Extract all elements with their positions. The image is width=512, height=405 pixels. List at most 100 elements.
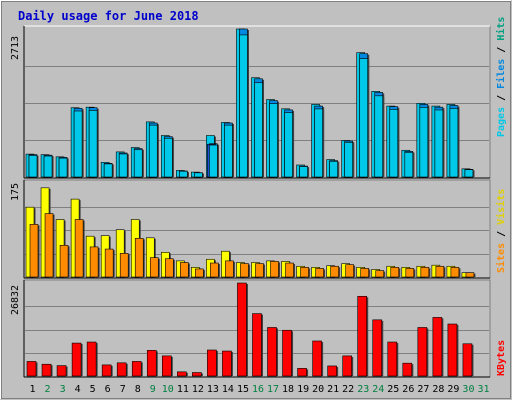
files-bar-face [330,161,338,177]
sites-bar [45,214,53,277]
files-bar-face [239,35,247,177]
files-bar-face [420,107,428,177]
files-bar-face [194,173,202,177]
kbytes-bar [403,363,412,376]
day-label: 27 [417,384,429,395]
sites-bar [90,247,98,277]
kbytes-bar [42,364,51,376]
kbytes-bar [388,342,397,376]
day-label: 4 [75,384,81,395]
kbytes-bar [237,283,246,376]
sites-bar [165,259,173,277]
sites-bar [75,220,83,277]
kbytes-bar [313,341,322,376]
files-bar-face [224,125,232,177]
kbytes-bar [87,342,96,376]
kbytes-bar [72,343,81,376]
files-bar-face [89,110,97,177]
files-bar-face [300,167,308,177]
files-bar-face [134,150,142,177]
files-bar-face [270,104,278,177]
kbytes-bar [207,350,216,376]
kbytes-bar [57,366,66,376]
sites-bar [255,264,263,277]
files-bar-face [360,59,368,177]
sites-bar [210,263,218,277]
sites-bar [225,261,233,277]
day-label: 22 [342,384,354,395]
legend-kbytes: KBytes [496,340,507,376]
sites-bar [361,268,369,277]
day-label: 5 [90,384,96,395]
files-bar-face [119,154,127,177]
files-bar-face [435,110,443,177]
legend-hits: Hits [495,17,507,41]
files-bar-face [390,109,398,177]
day-label: 28 [432,384,444,395]
day-label: 11 [177,384,189,395]
sites-bar [150,258,158,277]
files-bar-face [345,142,353,177]
top-legend: Pages / Files / Hits [495,17,507,137]
chart-title: Daily usage for June 2018 [18,9,199,23]
files-bar-face [74,111,82,177]
kbytes-bar [177,372,186,376]
kbytes-bar [448,324,457,376]
kbytes-bar [132,361,141,376]
sites-bar [240,264,248,277]
files-bar-face [29,156,37,177]
sites-bar [376,271,384,277]
kbytes-bar [147,350,156,376]
top-panel-ymax-label: 2713 [10,36,21,60]
sites-bar [451,267,459,277]
day-label: 1 [30,384,36,395]
sites-bar [346,265,354,277]
sites-bar [180,262,188,277]
sites-bar [391,267,399,277]
day-label: 17 [267,384,279,395]
kbytes-bar [102,365,111,376]
day-label: 10 [162,384,174,395]
kbytes-bar [358,296,367,376]
kbytes-bar [192,373,201,376]
files-bar-face [104,164,112,177]
day-label: 6 [105,384,111,395]
kbytes-bar [117,363,126,376]
sites-bar [135,238,143,277]
kbytes-bar [268,327,277,376]
kbytes-bar [328,366,337,376]
day-label: 23 [357,384,369,395]
files-bar-face [405,152,413,177]
day-label: 16 [252,384,264,395]
day-label: 24 [372,384,384,395]
bot-panel-ymax-label: 26832 [10,285,21,315]
legend-files: Files [495,59,507,89]
sites-bar [436,266,444,277]
kbytes-bar [27,361,36,376]
files-bar-face [465,170,473,177]
day-label: 8 [135,384,141,395]
sites-bar [120,253,128,277]
bot-legend: KBytes [496,340,507,376]
kbytes-bar [162,356,171,376]
day-label: 3 [60,384,66,395]
files-bar-face [254,83,262,177]
sites-bar [271,261,279,277]
sites-bar [301,267,309,277]
kbytes-bar [433,317,442,376]
sites-bar [60,245,68,277]
legend-sites: Sites [495,243,507,273]
sites-bar [421,267,429,277]
legend-pages: Pages [496,107,507,137]
kbytes-bar [343,356,352,376]
sites-bar [331,266,339,277]
day-label: 14 [222,384,234,395]
day-label: 25 [387,384,399,395]
sites-bar [105,249,113,277]
day-label: 21 [327,384,339,395]
kbytes-bar [283,330,292,376]
files-bar-face [149,125,157,177]
sites-bar [30,224,38,277]
day-label: 19 [297,384,309,395]
